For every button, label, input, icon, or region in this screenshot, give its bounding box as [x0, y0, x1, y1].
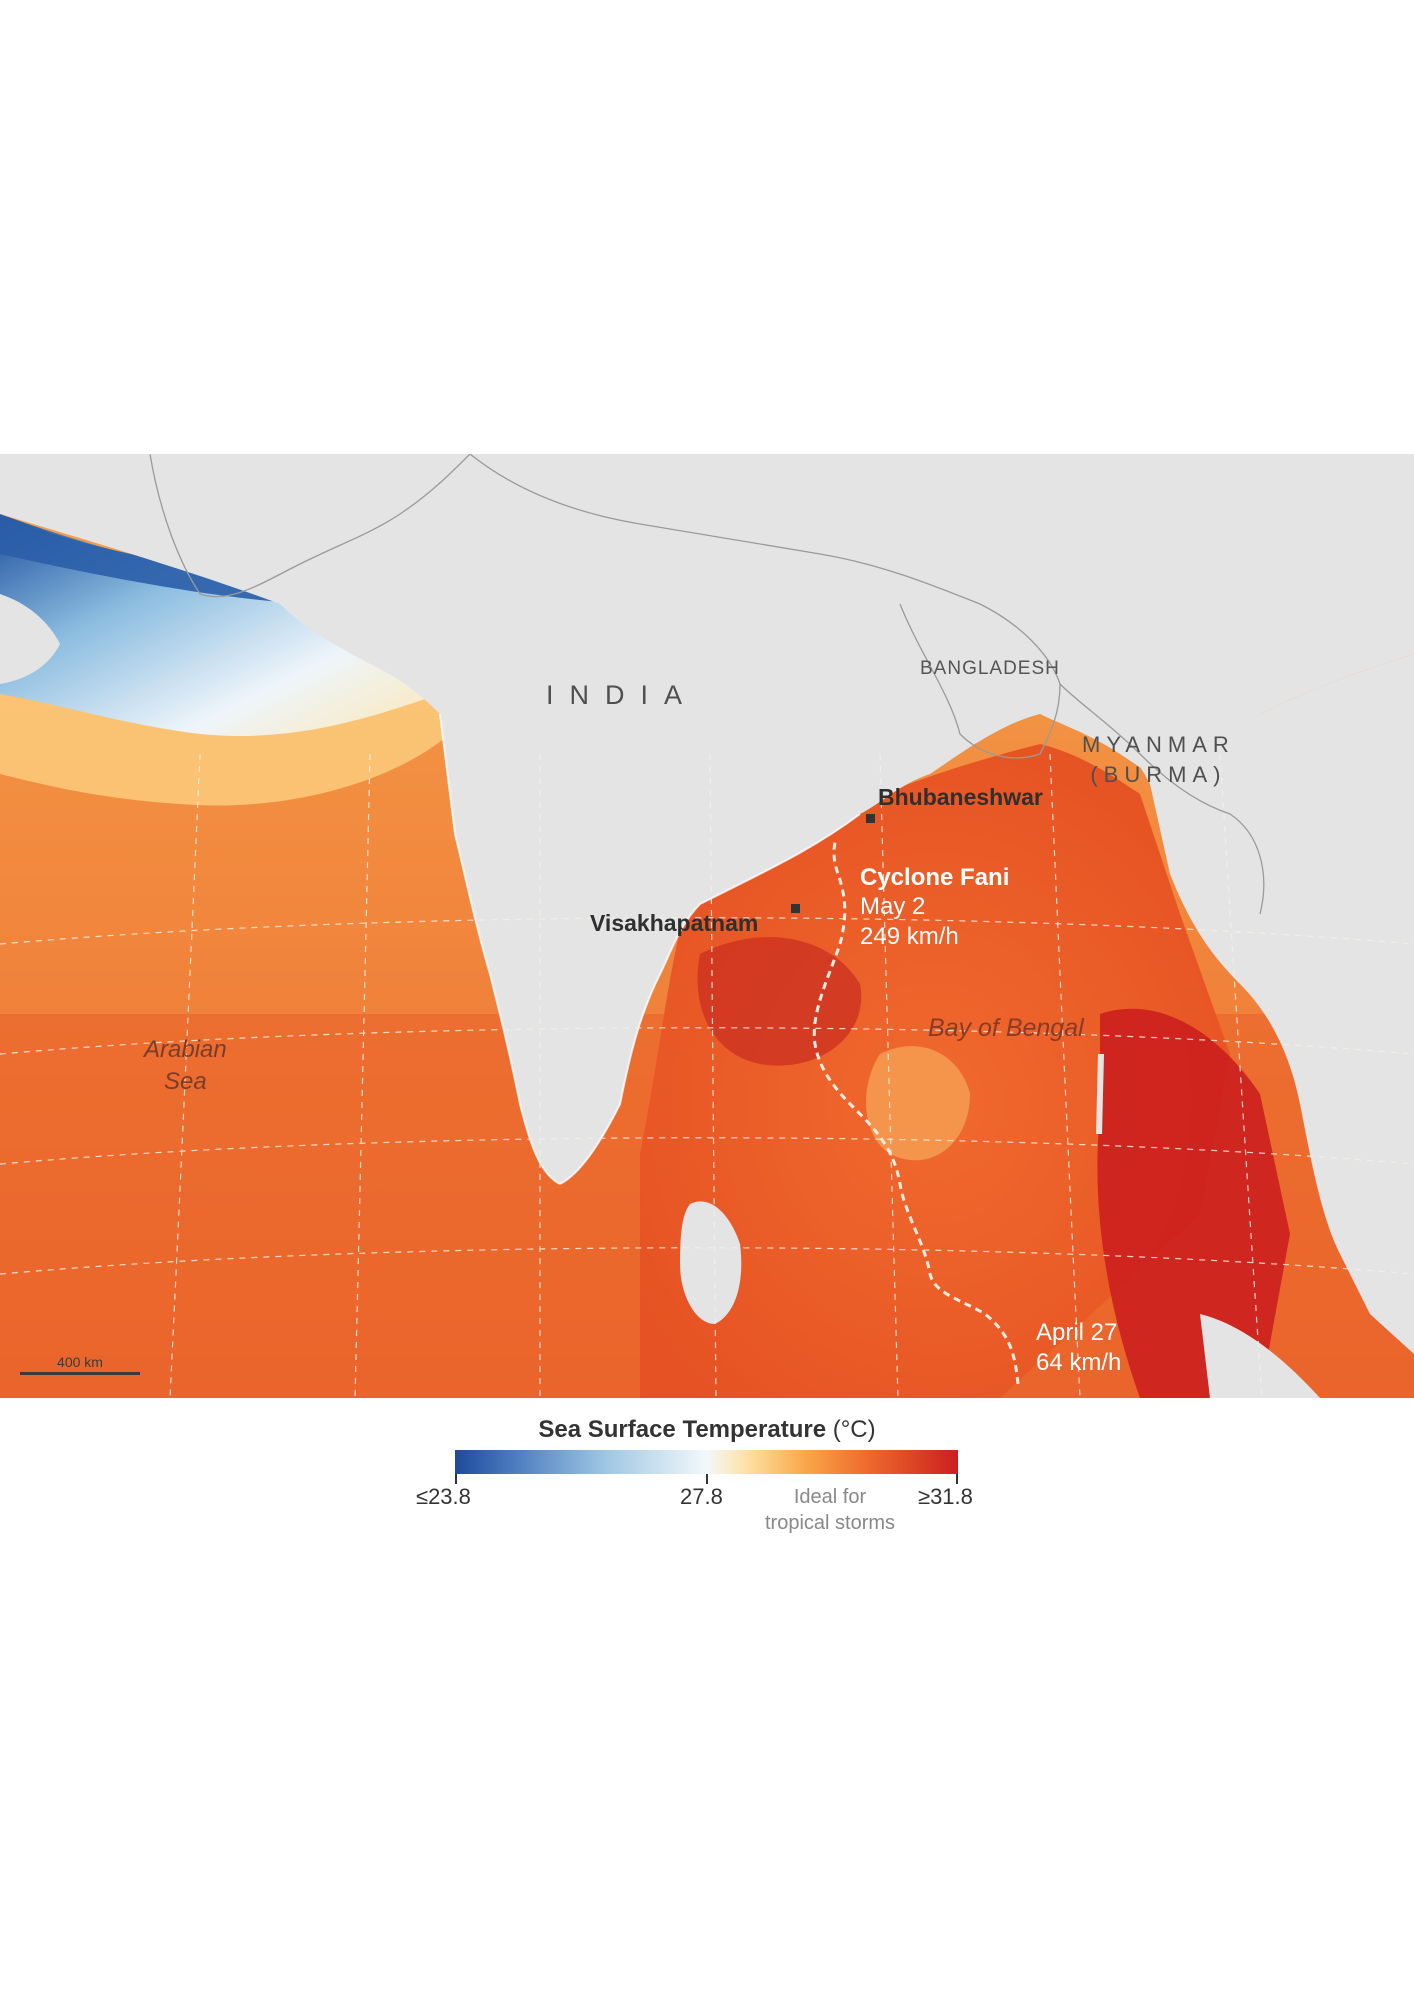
scale-bar-label: 400 km — [57, 1354, 103, 1370]
land-myanmar — [1060, 454, 1414, 1354]
coastline-india-west — [439, 713, 561, 1185]
cyclone-start-date: April 27 — [1036, 1319, 1118, 1346]
label-arabian-sea-line2: Sea — [164, 1068, 207, 1095]
cyclone-landfall-speed: 249 km/h — [860, 923, 959, 950]
label-arabian-sea: Arabian Sea — [144, 1034, 227, 1098]
country-borders — [149, 454, 1265, 915]
city-marker-visakhapatnam — [791, 904, 800, 913]
city-marker-bhubaneshwar — [866, 814, 875, 823]
legend-tick-max — [956, 1474, 958, 1484]
label-arabian-sea-line1: Arabian — [144, 1036, 227, 1063]
label-myanmar-line1: MYANMAR — [1082, 732, 1235, 757]
legend-max-label: ≥31.8 — [918, 1484, 973, 1509]
legend-title: Sea Surface Temperature (°C) — [0, 1416, 1414, 1444]
sea-surface-temperature-map — [0, 454, 1414, 1398]
graticule — [0, 753, 1414, 1398]
label-india: INDIA — [546, 680, 699, 710]
label-myanmar: MYANMAR (BURMA) — [1082, 730, 1235, 790]
legend-mid-label: 27.8 — [680, 1484, 723, 1509]
legend-color-ramp — [455, 1450, 958, 1474]
legend-ideal-line1: Ideal for — [793, 1486, 867, 1508]
legend-min-label: ≤23.8 — [416, 1484, 471, 1509]
andaman-hot-water — [1097, 1008, 1290, 1398]
arabian-cold-edge — [0, 514, 280, 602]
city-label-visakhapatnam: Visakhapatnam — [590, 910, 759, 936]
coastline-india-east — [559, 813, 861, 1185]
legend-ideal-line2: tropical storms — [764, 1512, 896, 1534]
legend-title-main: Sea Surface Temperature — [538, 1416, 827, 1443]
legend: Sea Surface Temperature (°C) ≤23.8 27.8 … — [0, 1400, 1414, 1560]
land-andaman-islands — [1096, 1054, 1104, 1134]
cyclone-landfall-annotation: Cyclone Fani May 2 249 km/h — [860, 864, 1009, 952]
land-northwest — [0, 454, 1414, 1184]
cyclone-landfall-date: May 2 — [860, 893, 926, 920]
label-bay-of-bengal: Bay of Bengal — [928, 1014, 1084, 1042]
city-label-bhubaneshwar: Bhubaneshwar — [878, 784, 1043, 810]
scale-bar-line — [20, 1372, 140, 1375]
label-myanmar-line2: (BURMA) — [1090, 762, 1227, 787]
cyclone-start-annotation: April 27 64 km/h — [1036, 1318, 1121, 1378]
legend-tick-mid — [706, 1474, 708, 1484]
land-sri-lanka — [680, 1201, 742, 1324]
land-sumatra — [1200, 1314, 1320, 1398]
legend-tick-min — [455, 1474, 457, 1484]
map-panel: INDIA BANGLADESH MYANMAR (BURMA) Arabian… — [0, 454, 1414, 1398]
land-arabia — [0, 594, 60, 684]
legend-title-unit: (°C) — [826, 1416, 876, 1443]
land-southeast-asia — [1330, 1014, 1414, 1034]
cyclone-fani-track — [812, 838, 1020, 1385]
legend-ideal-note: Ideal for tropical storms — [740, 1484, 920, 1536]
cyclone-start-speed: 64 km/h — [1036, 1349, 1122, 1376]
scale-bar: 400 km — [20, 1354, 140, 1375]
bay-hot-patch — [697, 937, 862, 1066]
cyclone-name: Cyclone Fani — [860, 864, 1010, 891]
bay-cool-patch — [866, 1046, 970, 1161]
label-bangladesh: BANGLADESH — [920, 658, 1060, 679]
